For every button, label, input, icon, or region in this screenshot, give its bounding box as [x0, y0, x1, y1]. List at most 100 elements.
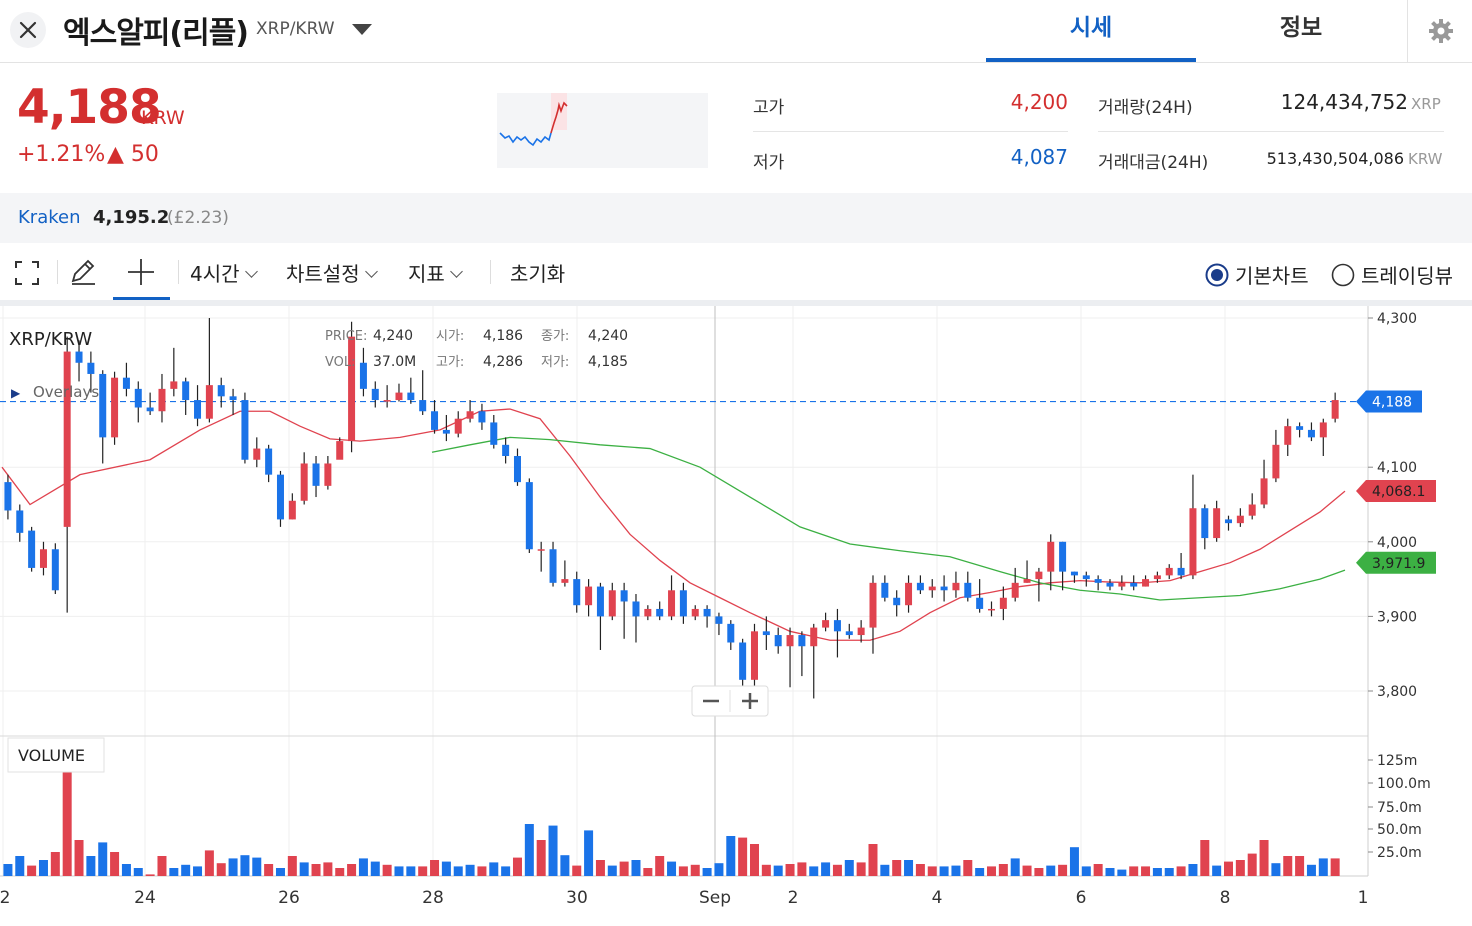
candle [324, 456, 332, 490]
volume-bar [880, 864, 890, 876]
volume-unit: XRP [1411, 95, 1441, 113]
volume-bar [1176, 866, 1186, 876]
app-header: 엑스알피(리플) XRP/KRW 시세 정보 [0, 0, 1472, 63]
candle [383, 385, 391, 408]
volume-bar [844, 860, 854, 876]
chart-toolbar: 4시간 차트설정 지표 초기화 기본차트 트레이딩뷰 [0, 244, 1472, 306]
candle [1189, 474, 1197, 580]
chart-settings-menu[interactable]: 차트설정 [286, 258, 378, 287]
view-tradingview-radio[interactable]: 트레이딩뷰 [1331, 260, 1453, 289]
settings-button[interactable] [1407, 0, 1472, 62]
candle [987, 601, 995, 617]
info-high-label: 고가: [436, 355, 464, 370]
candle [478, 403, 486, 430]
volume-bar [157, 856, 167, 876]
volume-bar [382, 864, 392, 876]
candle [265, 444, 273, 483]
mini-sparkline [497, 93, 708, 168]
volume-bar [358, 858, 368, 876]
pair-label: XRP/KRW [256, 19, 335, 39]
volume-bar [975, 868, 985, 876]
candlesticks [4, 318, 1339, 714]
interval-select[interactable]: 4시간 [190, 258, 258, 287]
chart-settings-label: 차트설정 [286, 262, 360, 286]
chart-axes: 4,300 4,100 4,000 3,900 3,800 125m 100.0m 75.0m… [0, 311, 1431, 908]
candle [999, 586, 1007, 621]
candle [1118, 575, 1126, 591]
tab-price[interactable]: 시세 [986, 0, 1196, 62]
volume-bar [726, 836, 736, 876]
x-tick-label: 4 [932, 888, 943, 908]
svg-text:4,188: 4,188 [1372, 395, 1412, 411]
gear-icon [1428, 19, 1453, 43]
info-close-label: 종가: [541, 329, 569, 344]
candle [1165, 564, 1173, 580]
volume-bar [986, 866, 996, 876]
candle [1236, 508, 1244, 527]
volume-bar [631, 860, 641, 876]
candle [881, 575, 889, 602]
pair-dropdown-icon[interactable] [352, 24, 372, 35]
info-high: 4,286 [483, 354, 523, 370]
volume-bar [595, 860, 605, 876]
draw-button[interactable] [68, 257, 98, 291]
price-tag-ma_long: 3,971.9 [1356, 551, 1436, 574]
volume-bar [477, 866, 487, 876]
candle [1272, 429, 1280, 483]
candle [632, 594, 640, 643]
overlays-toggle-icon[interactable]: ▶ [11, 386, 21, 400]
volume-bar [512, 857, 522, 876]
crosshair-button[interactable] [113, 244, 170, 300]
volume-label-box [7, 737, 105, 773]
overlays-toggle[interactable]: Overlays [33, 383, 99, 401]
candle [1106, 579, 1114, 591]
volume-bar [1081, 866, 1091, 876]
volume-bar [749, 844, 759, 876]
candle [336, 437, 344, 460]
zoom-in-button[interactable] [732, 688, 766, 714]
divider [1098, 131, 1444, 132]
close-button[interactable] [10, 12, 46, 48]
turnover-unit: KRW [1408, 150, 1443, 168]
candle [1059, 541, 1067, 591]
volume-tick-label: 50.0m [1377, 822, 1422, 838]
low-value: 4,087 [1010, 145, 1068, 169]
volume-bar [607, 865, 617, 876]
candle [964, 571, 972, 602]
candle [111, 371, 119, 445]
reset-button[interactable]: 초기화 [510, 262, 566, 286]
candle [182, 377, 190, 415]
fullscreen-icon [15, 261, 39, 285]
volume-bar [38, 860, 48, 876]
candle [596, 582, 604, 650]
view-basic-radio[interactable]: 기본차트 [1205, 260, 1309, 289]
candle [288, 493, 296, 520]
y-tick-label: 4,300 [1377, 311, 1417, 327]
candle [715, 612, 723, 636]
candle [928, 579, 936, 598]
zoom-controls [691, 685, 769, 717]
volume-bar [1129, 866, 1139, 876]
candle [656, 601, 664, 621]
tab-info[interactable]: 정보 [1279, 15, 1323, 41]
price-unit: KRW [141, 107, 185, 129]
chevron-down-icon [364, 265, 378, 278]
chart-overlays: XRP/KRW ▶ Overlays PRICE: 4,240 VOL: 37.… [7, 328, 769, 773]
volume-bar [927, 866, 937, 876]
exchange-name[interactable]: Kraken [18, 207, 81, 228]
y-tick-label: 3,900 [1377, 609, 1417, 625]
volume-bar [406, 866, 416, 876]
price-chart[interactable]: 4,300 4,100 4,000 3,900 3,800 125m 100.0m 75.0m… [0, 306, 1472, 922]
indicators-menu[interactable]: 지표 [408, 258, 463, 287]
change-amount: ▲ 50 [107, 142, 159, 167]
candle [668, 575, 676, 621]
candle [1082, 571, 1090, 587]
volume-bar [418, 866, 428, 876]
fullscreen-button[interactable] [13, 259, 41, 291]
exchange-bar: Kraken 4,195.2 (£2.23) [0, 193, 1472, 243]
zoom-out-button[interactable] [694, 688, 728, 714]
volume-bar [892, 860, 902, 876]
candle [1224, 515, 1232, 531]
candle [513, 448, 521, 486]
candle [525, 478, 533, 553]
